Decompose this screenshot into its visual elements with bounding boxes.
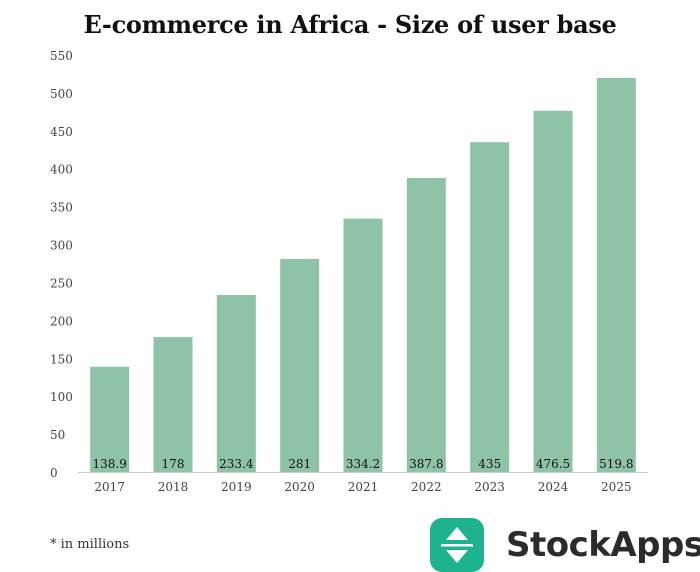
data-label: 519.8: [599, 457, 633, 471]
x-tick-label: 2019: [221, 480, 252, 494]
x-tick-label: 2024: [538, 480, 569, 494]
x-tick-label: 2025: [601, 480, 632, 494]
bar: [216, 295, 256, 472]
data-label: 387.8: [409, 457, 443, 471]
x-tick-label: 2017: [94, 480, 125, 494]
bar: [406, 177, 446, 472]
data-label: 334.2: [346, 457, 380, 471]
data-label: 233.4: [219, 457, 254, 471]
x-tick-label: 2018: [158, 480, 189, 494]
y-tick-label: 450: [50, 125, 73, 139]
x-tick-label: 2021: [348, 480, 379, 494]
data-label: 138.9: [92, 457, 126, 471]
data-label: 281: [288, 457, 311, 471]
bar-chart: 0 50 100 150 200 250 300 350 400 450 500 550 138.9 20…: [50, 49, 648, 494]
y-tick-label: 400: [50, 163, 73, 177]
y-tick-label: 550: [50, 49, 73, 63]
data-label: 435: [478, 457, 501, 471]
x-tick-label: 2022: [411, 480, 442, 494]
chart-title: E-commerce in Africa - Size of user base: [83, 10, 617, 39]
y-tick-label: 150: [50, 352, 73, 366]
bar: [343, 218, 383, 472]
brand-logo: StockApps: [430, 518, 700, 572]
x-tick-label: 2020: [284, 480, 315, 494]
bar: [280, 258, 320, 472]
brand-name: StockApps: [506, 525, 700, 565]
y-tick-label: 500: [50, 87, 73, 101]
y-tick-label: 50: [50, 428, 65, 442]
up-down-arrows-icon: [430, 518, 484, 572]
bar: [533, 110, 573, 472]
data-label: 178: [162, 457, 185, 471]
y-tick-label: 200: [50, 314, 73, 328]
bar: [596, 77, 636, 472]
y-tick-label: 250: [50, 276, 73, 290]
y-tick-label: 350: [50, 201, 73, 215]
bar: [470, 142, 510, 472]
y-tick-label: 100: [50, 390, 73, 404]
data-label: 476.5: [536, 457, 570, 471]
bar: [153, 337, 193, 472]
y-tick-label: 0: [50, 466, 58, 480]
footnote: * in millions: [50, 537, 130, 552]
bar: [90, 366, 130, 472]
x-tick-label: 2023: [474, 480, 505, 494]
y-tick-label: 300: [50, 239, 73, 253]
